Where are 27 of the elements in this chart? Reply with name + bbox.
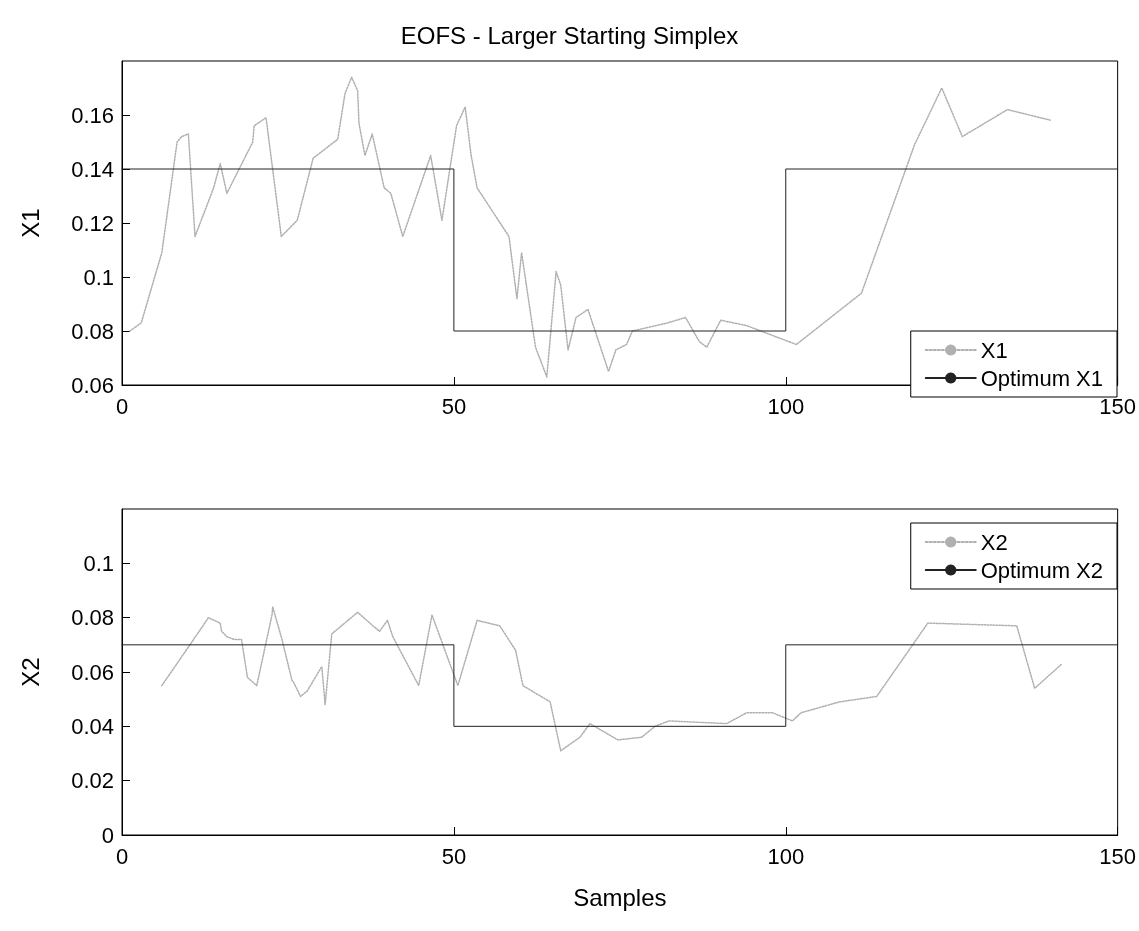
- y-tick-label: 0.06: [71, 659, 114, 685]
- legend-label: Optimum X2: [980, 557, 1104, 583]
- y-tick-label: 0.08: [71, 318, 114, 344]
- y-tick-label: 0.12: [71, 210, 114, 236]
- x-tick-label: 100: [767, 843, 805, 869]
- y-tick-label: 0.1: [83, 264, 114, 290]
- x-tick-label: 100: [767, 393, 805, 419]
- x-tick-label: 50: [441, 843, 467, 869]
- x-tick-label: 150: [1099, 393, 1137, 419]
- y-tick-label: 0.06: [71, 372, 114, 398]
- x-axis-title: Samples: [573, 883, 667, 911]
- y-tick-label: 0.04: [71, 713, 114, 739]
- chart-title: EOFS - Larger Starting Simplex: [400, 21, 739, 49]
- y-axis-title: X1: [16, 208, 44, 238]
- y-tick-label: 0.08: [71, 605, 114, 631]
- legend-label: Optimum X1: [980, 365, 1104, 391]
- y-axis-title: X2: [16, 657, 44, 687]
- y-tick-label: 0: [101, 822, 114, 848]
- y-tick-label: 0.16: [71, 102, 114, 128]
- y-tick-label: 0.02: [71, 768, 114, 794]
- legend-label: X2: [980, 529, 1008, 555]
- x-tick-label: 50: [441, 393, 467, 419]
- y-tick-label: 0.1: [83, 550, 114, 576]
- line-series: [161, 606, 1063, 752]
- x-tick-label: 150: [1099, 843, 1137, 869]
- y-tick-label: 0.14: [71, 156, 114, 182]
- legend-label: X1: [980, 337, 1008, 363]
